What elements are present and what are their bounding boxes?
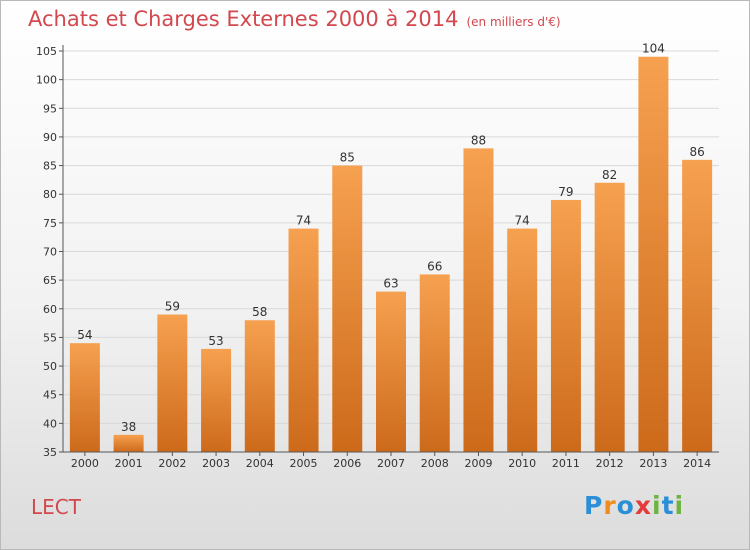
data-label: 104	[642, 42, 665, 56]
y-tick-label: 80	[43, 188, 57, 201]
y-tick-label: 70	[43, 246, 57, 259]
logo-letter: i	[652, 491, 662, 520]
chart-title: Achats et Charges Externes 2000 à 2014 (e…	[28, 7, 561, 31]
bar	[507, 228, 538, 452]
bar	[376, 291, 406, 452]
x-tick-label: 2009	[464, 457, 492, 470]
data-label: 54	[77, 328, 92, 342]
data-label: 63	[383, 277, 398, 291]
data-label: 58	[252, 305, 267, 319]
bars: 54 38 59 53 58 74 85 63 66 88 74 79 82 104 86	[69, 42, 713, 453]
bar	[550, 199, 581, 452]
data-label: 88	[471, 133, 486, 147]
y-tick-label: 55	[43, 331, 57, 344]
data-label: 59	[165, 300, 180, 314]
data-label: 86	[689, 145, 704, 159]
x-tick-label: 2011	[552, 457, 580, 470]
x-tick-label: 2000	[71, 457, 99, 470]
x-tick-label: 2012	[596, 457, 624, 470]
bar	[113, 434, 144, 452]
data-label: 53	[208, 334, 223, 348]
data-label: 74	[296, 214, 311, 228]
y-tick-label: 85	[43, 160, 57, 173]
x-tick-label: 2002	[158, 457, 186, 470]
x-tick-label: 2013	[639, 457, 667, 470]
logo-letter: t	[661, 491, 675, 520]
x-tick-label: 2004	[246, 457, 274, 470]
logo-letter: x	[634, 491, 652, 520]
bar	[463, 148, 494, 452]
chart-unit: (en milliers d'€)	[466, 15, 561, 29]
data-label: 66	[427, 259, 442, 273]
data-label: 38	[121, 420, 136, 434]
x-tick-label: 2005	[290, 457, 318, 470]
bar	[332, 165, 363, 453]
y-tick-label: 90	[43, 131, 57, 144]
data-label: 74	[515, 214, 530, 228]
y-tick-label: 95	[43, 102, 57, 115]
x-tick-label: 2003	[202, 457, 230, 470]
bar	[157, 314, 188, 452]
x-tick-label: 2014	[683, 457, 711, 470]
x-tick-label: 2008	[421, 457, 449, 470]
y-tick-label: 100	[36, 74, 57, 87]
y-tick-label: 60	[43, 303, 57, 316]
bar	[682, 159, 713, 453]
data-label: 85	[340, 151, 355, 165]
commune-name: LECT	[31, 495, 81, 519]
bar	[594, 182, 625, 452]
y-tick-label: 40	[43, 417, 57, 430]
data-label: 79	[558, 185, 573, 199]
logo-letter: o	[616, 491, 635, 520]
x-tick-label: 2007	[377, 457, 405, 470]
logo-letter: P	[584, 491, 604, 520]
y-tick-label: 75	[43, 217, 57, 230]
bar	[201, 348, 232, 452]
y-tick-label: 35	[43, 446, 57, 459]
x-tick-label: 2006	[333, 457, 361, 470]
y-tick-label: 65	[43, 274, 57, 287]
y-tick-label: 50	[43, 360, 57, 373]
logo-letter: i	[674, 491, 685, 520]
proxiti-logo: Proxiti	[584, 491, 684, 520]
y-tick-label: 45	[43, 389, 57, 402]
bar	[288, 228, 319, 452]
bar	[69, 343, 100, 452]
axes: 35 40 45 50 55 60 65 70 75 80 85 90 95 100 105 2000 2001…	[36, 45, 719, 470]
x-tick-label: 2001	[115, 457, 143, 470]
x-tick-label: 2010	[508, 457, 536, 470]
bar	[419, 274, 450, 452]
bar	[638, 56, 669, 452]
y-tick-label: 105	[36, 45, 57, 58]
bar	[244, 320, 275, 452]
chart-title-text: Achats et Charges Externes 2000 à 2014	[28, 7, 459, 31]
data-label: 82	[602, 168, 617, 182]
logo-letter: r	[603, 491, 617, 520]
